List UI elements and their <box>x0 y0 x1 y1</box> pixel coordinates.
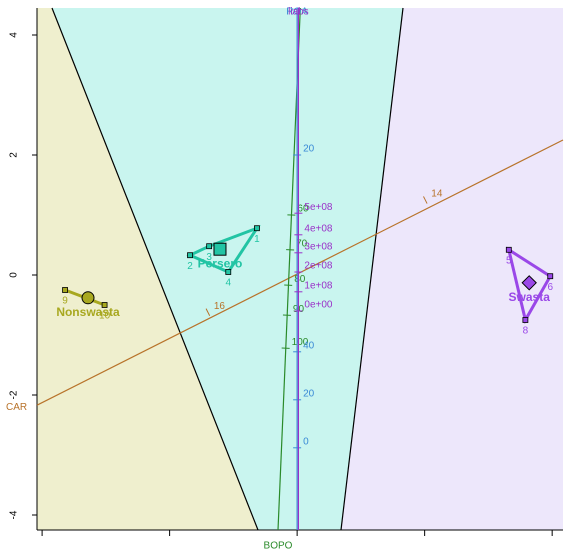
axis-tick-label: 5e+08 <box>304 202 333 213</box>
axis-tick-label: 100 <box>292 337 309 348</box>
axis-tick-label: 0 <box>303 436 309 447</box>
point-label: 8 <box>523 326 529 337</box>
point <box>547 273 554 280</box>
region-nonswasta <box>37 8 258 530</box>
y-tick-label: -4 <box>9 510 20 519</box>
axis-name: liabs <box>288 7 309 18</box>
axis-tick-label: 1e+08 <box>304 280 333 291</box>
point-label: 10 <box>99 311 111 322</box>
point-label: 4 <box>225 278 231 289</box>
axis-tick <box>205 308 211 316</box>
axis-tick-label: 20 <box>303 144 315 155</box>
boundary <box>340 7 404 531</box>
point-label: 3 <box>206 252 212 263</box>
y-tick-label: -2 <box>9 390 20 399</box>
axis-name: BOPO <box>264 541 293 552</box>
point <box>225 269 232 275</box>
axis-tick-label: 0e+00 <box>304 300 333 311</box>
axis-name: ROA <box>286 7 308 18</box>
axis-tick-label: 60 <box>297 204 309 215</box>
point <box>522 317 529 323</box>
axis-tick-label: 2e+08 <box>304 261 333 272</box>
axis-name: CAR <box>6 402 27 413</box>
axis-tick-label: 14 <box>431 189 443 200</box>
axis-tick-label: 80 <box>294 274 306 285</box>
axis-tick-label: 40 <box>303 340 315 351</box>
y-tick-label: 0 <box>9 272 20 278</box>
axis-tick-label: 70 <box>296 238 308 249</box>
axis-tick-label: 4e+08 <box>304 223 333 234</box>
boundary <box>51 7 259 531</box>
point <box>101 302 108 308</box>
centroid <box>521 275 537 291</box>
centroid <box>213 242 227 256</box>
point <box>206 243 213 250</box>
axis-tick <box>423 196 428 204</box>
axis-tick-label: 16 <box>214 301 226 312</box>
point-label: 6 <box>547 282 553 293</box>
point <box>505 246 512 253</box>
point-label: 2 <box>187 261 193 272</box>
region-swasta <box>341 8 563 530</box>
calibrated-axis <box>36 139 564 406</box>
region-persero <box>52 8 403 530</box>
axis-tick-label: 3e+08 <box>304 241 333 252</box>
group-name: Nonswasta <box>56 305 120 319</box>
point <box>254 225 260 232</box>
point-label: 9 <box>62 296 68 307</box>
point-label: 1 <box>254 234 260 245</box>
point-label: 5 <box>506 255 512 266</box>
axis-tick-label: 20 <box>303 388 315 399</box>
group-hull <box>506 246 553 325</box>
point <box>62 287 68 293</box>
y-tick-label: 2 <box>9 152 20 158</box>
centroid <box>81 291 95 305</box>
y-tick-label: 4 <box>9 32 20 38</box>
point <box>187 252 193 259</box>
group-name: Swasta <box>509 290 551 304</box>
group-name: Persero <box>198 256 243 270</box>
